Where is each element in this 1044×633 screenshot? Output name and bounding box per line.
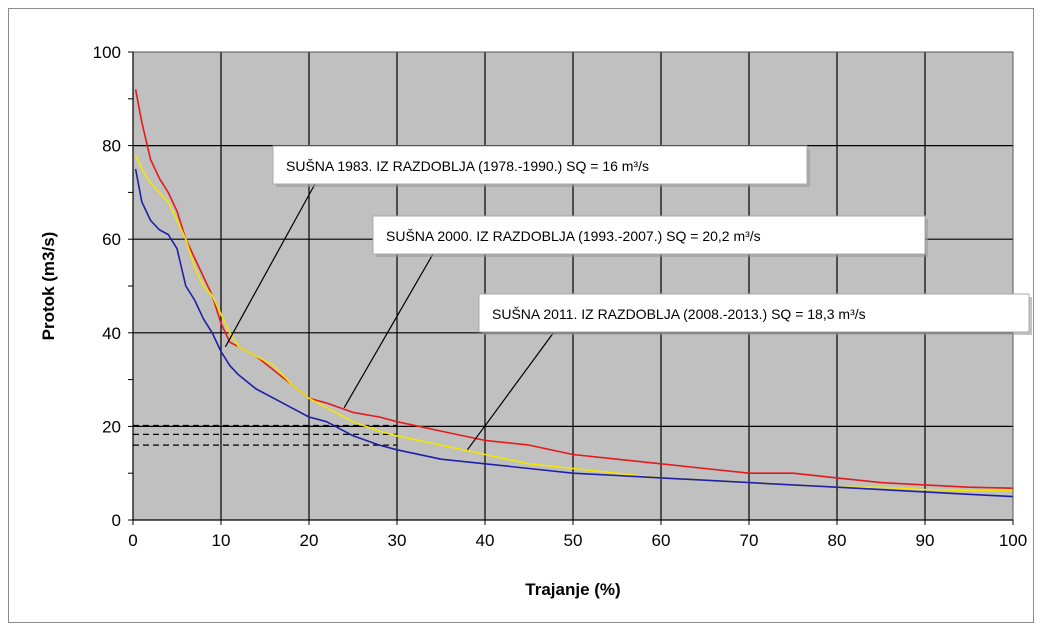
x-tick-label: 30 xyxy=(388,531,407,550)
x-tick-label: 50 xyxy=(564,531,583,550)
chart-frame: 0 10 20 30 40 50 60 70 80 90 100 0 20 40 60 80 100 Trajan… xyxy=(8,8,1034,623)
callout-leader-line xyxy=(224,183,316,348)
series-line-2011 xyxy=(134,168,1014,498)
callout-label: SUŠNA 2000. IZ RAZDOBLJA (1993.-2007.) S… xyxy=(386,228,761,244)
callout-box xyxy=(372,215,926,255)
x-axis-title: Trajanje (%) xyxy=(525,580,620,599)
y-axis-title: Protok (m3/s) xyxy=(39,232,58,341)
x-tick-label: 80 xyxy=(828,531,847,550)
x-tick-label: 60 xyxy=(652,531,671,550)
x-tick-label: 70 xyxy=(740,531,759,550)
y-tick-label: 0 xyxy=(112,511,121,530)
x-tick-label: 20 xyxy=(300,531,319,550)
y-tick-label: 40 xyxy=(102,324,121,343)
y-tick-label: 60 xyxy=(102,230,121,249)
x-tick-label: 40 xyxy=(476,531,495,550)
y-tick-label: 80 xyxy=(102,137,121,156)
callout-box xyxy=(478,293,1030,333)
y-tick-label: 20 xyxy=(102,417,121,436)
x-tick-label: 90 xyxy=(916,531,935,550)
x-tick-label: 0 xyxy=(128,531,137,550)
callout-leader-line xyxy=(343,253,434,408)
x-tick-label: 100 xyxy=(999,531,1027,550)
callout-box xyxy=(272,145,808,185)
callout-label: SUŠNA 1983. IZ RAZDOBLJA (1978.-1990.) S… xyxy=(286,158,649,174)
x-tick-label: 10 xyxy=(212,531,231,550)
callout-label: SUŠNA 2011. IZ RAZDOBLJA (2008.-2013.) S… xyxy=(492,306,866,322)
callout-leader-line xyxy=(466,331,555,451)
y-tick-label: 100 xyxy=(93,43,121,62)
series-line-1983 xyxy=(134,89,1014,489)
flow-duration-chart: 0 10 20 30 40 50 60 70 80 90 100 0 20 40 60 80 100 Trajan… xyxy=(39,43,1032,599)
